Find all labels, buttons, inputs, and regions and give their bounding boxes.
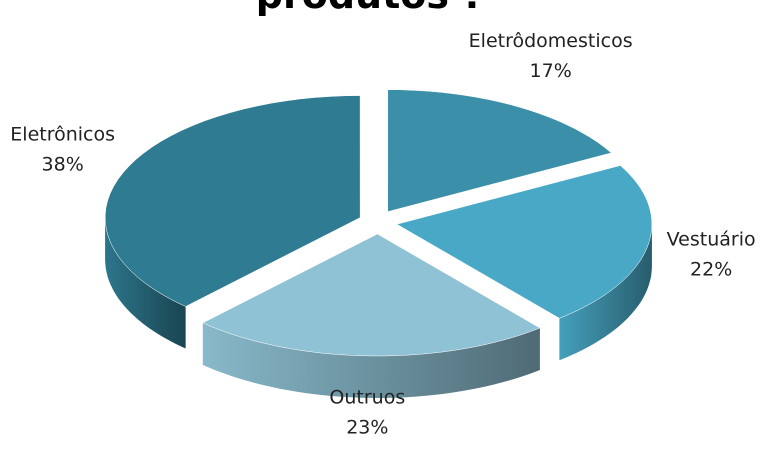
slice — [202, 233, 541, 357]
value-label: 23% — [346, 417, 388, 439]
value-label: 38% — [42, 153, 84, 175]
category-label: Outruos — [329, 387, 405, 409]
value-label: 17% — [530, 60, 572, 82]
category-label: Vestuário — [667, 228, 756, 250]
data-label: Eletrônicos 38% — [10, 123, 115, 175]
data-label: Eletrôdomesticos 17% — [469, 30, 633, 82]
data-label: Outruos 23% — [329, 387, 405, 439]
slice-side-shade — [105, 217, 186, 349]
chart-title: produtos ? — [256, 0, 484, 17]
category-label: Eletrônicos — [10, 123, 115, 145]
value-label: 22% — [690, 258, 732, 280]
slice — [396, 165, 653, 319]
data-label: Vestuário 22% — [667, 228, 756, 280]
category-label: Eletrôdomesticos — [469, 30, 633, 52]
slice-side-shade — [559, 224, 652, 361]
slice-side-shade — [202, 322, 540, 398]
slice — [387, 89, 612, 212]
slice — [104, 95, 361, 307]
